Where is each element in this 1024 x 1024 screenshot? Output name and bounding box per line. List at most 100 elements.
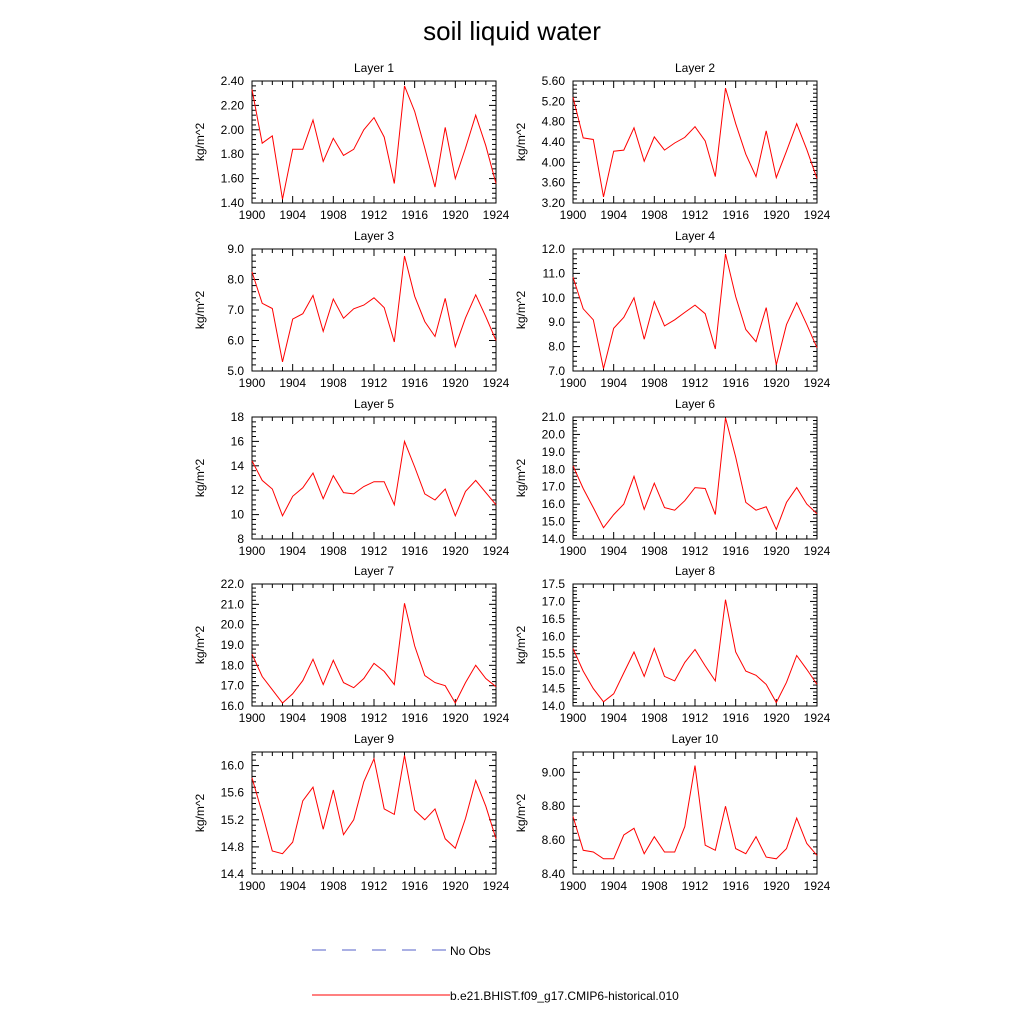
plot-frame <box>572 583 818 707</box>
x-tick-label: 1904 <box>600 544 627 558</box>
x-tick-label: 1916 <box>722 208 749 222</box>
panel-title: Layer 3 <box>354 229 394 243</box>
x-tick-label: 1900 <box>239 879 266 893</box>
chart-panel: Layer 10 kg/m^2 1900 1904 1908 1912 1916 1920 19… <box>514 732 831 893</box>
y-tick-label: 9.0 <box>548 315 565 329</box>
x-tick-label: 1908 <box>641 208 668 222</box>
y-tick-label: 16.0 <box>221 699 245 713</box>
series-line <box>572 417 818 531</box>
y-tick-label: 21.0 <box>221 597 245 611</box>
x-tick-label: 1900 <box>560 544 587 558</box>
y-axis-label: kg/m^2 <box>193 794 207 833</box>
series-line <box>251 85 497 200</box>
x-tick-label: 1900 <box>560 879 587 893</box>
x-tick-label: 1920 <box>442 544 469 558</box>
series-line <box>251 755 497 855</box>
chart-panel: Layer 7 kg/m^2 1900 1904 1908 1912 1916 1920 192… <box>193 564 510 725</box>
x-tick-label: 1908 <box>320 711 347 725</box>
y-axis-label: kg/m^2 <box>514 794 528 833</box>
plot-frame <box>251 751 497 875</box>
y-tick-label: 2.40 <box>221 74 245 88</box>
y-tick-label: 16 <box>231 434 245 448</box>
y-axis-label: kg/m^2 <box>193 123 207 162</box>
figure-title: soil liquid water <box>423 16 601 46</box>
series-line <box>572 765 818 860</box>
legend-no-obs-label: No Obs <box>450 944 491 958</box>
chart-panel: Layer 2 kg/m^2 1900 1904 1908 1912 1916 1920 192… <box>514 61 831 222</box>
y-tick-label: 14.4 <box>221 867 245 881</box>
x-tick-label: 1916 <box>401 376 428 390</box>
y-tick-label: 3.60 <box>542 176 566 190</box>
y-tick-label: 5.0 <box>227 364 244 378</box>
x-tick-label: 1900 <box>239 711 266 725</box>
plot-frame <box>251 248 497 372</box>
x-tick-label: 1904 <box>279 544 306 558</box>
x-tick-label: 1916 <box>401 544 428 558</box>
x-tick-label: 1900 <box>560 208 587 222</box>
y-axis-label: kg/m^2 <box>514 291 528 330</box>
y-tick-label: 2.20 <box>221 98 245 112</box>
y-tick-label: 9.00 <box>542 765 566 779</box>
x-tick-label: 1908 <box>641 711 668 725</box>
y-axis-label: kg/m^2 <box>193 626 207 665</box>
y-tick-label: 22.0 <box>221 577 245 591</box>
x-tick-label: 1916 <box>722 711 749 725</box>
chart-panel: Layer 8 kg/m^2 1900 1904 1908 1912 1916 1920 192… <box>514 564 831 725</box>
x-tick-label: 1924 <box>804 208 831 222</box>
chart-panel: Layer 5 kg/m^2 1900 1904 1908 1912 1916 1920 192… <box>193 397 510 558</box>
y-tick-label: 4.00 <box>542 155 566 169</box>
y-axis-label: kg/m^2 <box>514 626 528 665</box>
y-tick-label: 8.0 <box>548 340 565 354</box>
panel-title: Layer 4 <box>675 229 715 243</box>
y-tick-label: 8.0 <box>227 273 244 287</box>
panel-title: Layer 10 <box>672 732 719 746</box>
panel-title: Layer 6 <box>675 397 715 411</box>
y-axis-label: kg/m^2 <box>193 459 207 498</box>
x-tick-label: 1924 <box>804 376 831 390</box>
y-tick-label: 16.0 <box>221 759 245 773</box>
y-tick-label: 9.0 <box>227 242 244 256</box>
y-tick-label: 6.0 <box>227 334 244 348</box>
x-tick-label: 1904 <box>279 208 306 222</box>
x-tick-label: 1920 <box>442 879 469 893</box>
plot-frame <box>251 80 497 204</box>
x-tick-label: 1912 <box>361 711 388 725</box>
x-tick-label: 1916 <box>401 711 428 725</box>
x-tick-label: 1908 <box>641 879 668 893</box>
x-tick-label: 1900 <box>239 208 266 222</box>
x-tick-label: 1916 <box>401 208 428 222</box>
x-tick-label: 1900 <box>560 376 587 390</box>
plot-frame <box>572 248 818 372</box>
legend-run-label: b.e21.BHIST.f09_g17.CMIP6-historical.010 <box>450 989 679 1003</box>
x-tick-label: 1924 <box>483 208 510 222</box>
x-tick-label: 1904 <box>279 879 306 893</box>
panel-title: Layer 9 <box>354 732 394 746</box>
x-tick-label: 1924 <box>804 879 831 893</box>
y-tick-label: 8.80 <box>542 799 566 813</box>
y-tick-label: 12.0 <box>542 242 566 256</box>
y-tick-label: 17.0 <box>542 480 566 494</box>
y-tick-label: 15.2 <box>221 813 245 827</box>
x-tick-label: 1904 <box>279 711 306 725</box>
panel-title: Layer 5 <box>354 397 394 411</box>
plot-frame <box>572 416 818 540</box>
x-tick-label: 1900 <box>239 544 266 558</box>
x-tick-label: 1924 <box>483 879 510 893</box>
x-tick-label: 1912 <box>682 711 709 725</box>
x-tick-label: 1904 <box>600 208 627 222</box>
panel-title: Layer 7 <box>354 564 394 578</box>
x-tick-label: 1920 <box>442 208 469 222</box>
x-tick-label: 1908 <box>641 376 668 390</box>
x-tick-label: 1920 <box>442 711 469 725</box>
x-tick-label: 1912 <box>361 544 388 558</box>
x-tick-label: 1916 <box>401 879 428 893</box>
y-tick-label: 19.0 <box>221 638 245 652</box>
y-tick-label: 17.0 <box>542 594 566 608</box>
y-tick-label: 14.0 <box>542 699 566 713</box>
y-tick-label: 4.80 <box>542 115 566 129</box>
plot-frame <box>572 80 818 204</box>
y-axis-label: kg/m^2 <box>193 291 207 330</box>
y-tick-label: 18 <box>231 410 245 424</box>
y-tick-label: 20.0 <box>221 618 245 632</box>
